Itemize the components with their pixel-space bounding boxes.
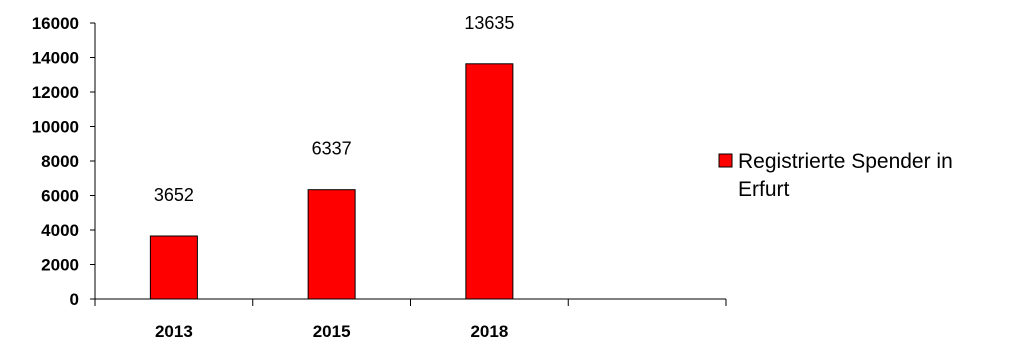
y-axis-ticks: 0 2000 4000 6000 8000 10000 12000 14000 16000: [32, 14, 95, 309]
legend-label-line-2: Erfurt: [738, 178, 790, 201]
y-tick-label: 10000: [32, 118, 79, 137]
x-category-label: 2015: [313, 322, 351, 341]
axes: [94, 23, 727, 306]
x-axis-labels: 2013 2015 2018: [155, 322, 508, 341]
y-tick-label: 6000: [41, 187, 79, 206]
y-tick-label: 0: [70, 290, 79, 309]
data-label: 3652: [154, 185, 194, 205]
y-tick-label: 8000: [41, 152, 79, 171]
y-tick-label: 4000: [41, 221, 79, 240]
bar: [307, 189, 356, 300]
legend: Registrierte Spender in Erfurt: [718, 150, 953, 201]
legend-swatch: [718, 153, 733, 168]
x-category-label: 2018: [470, 322, 508, 341]
bars: [149, 63, 514, 300]
y-tick-label: 2000: [41, 256, 79, 275]
y-tick-label: 12000: [32, 83, 79, 102]
data-label: 13635: [464, 13, 514, 33]
bar: [465, 63, 514, 300]
legend-label-line-1: Registrierte Spender in: [738, 150, 953, 173]
x-category-label: 2013: [155, 322, 193, 341]
y-tick-label: 16000: [32, 14, 79, 33]
data-labels: 3652 6337 13635: [154, 13, 515, 205]
data-label: 6337: [312, 139, 352, 159]
bar: [149, 235, 198, 300]
y-tick-label: 14000: [32, 49, 79, 68]
